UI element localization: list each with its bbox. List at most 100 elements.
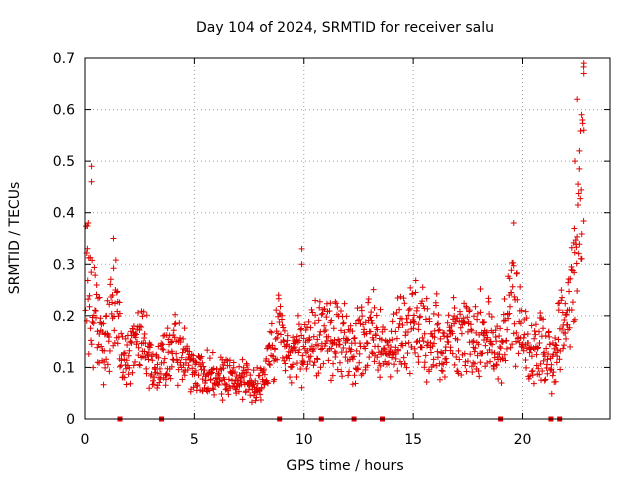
data-point: [402, 340, 409, 347]
data-point: [367, 314, 374, 321]
data-point: [486, 311, 493, 318]
data-point: [461, 319, 468, 326]
data-point: [313, 355, 320, 362]
data-point: [508, 267, 515, 274]
data-point: [279, 316, 286, 323]
data-point: [307, 324, 314, 331]
data-point: [365, 299, 372, 306]
data-point: [373, 312, 380, 319]
data-point: [271, 376, 278, 383]
data-point: [143, 312, 150, 319]
data-point: [149, 377, 156, 384]
data-point: [309, 309, 316, 316]
data-point: [434, 348, 441, 355]
data-point: [355, 366, 362, 373]
data-point: [280, 324, 287, 331]
data-point: [428, 330, 435, 337]
data-point: [454, 315, 461, 322]
data-point: [305, 337, 312, 344]
data-point: [397, 293, 404, 300]
data-point: [517, 320, 524, 327]
data-point: [467, 321, 474, 328]
data-point: [242, 388, 249, 395]
data-point: [548, 390, 555, 397]
data-point: [111, 339, 118, 346]
data-point: [370, 336, 377, 343]
data-point: [257, 397, 264, 404]
data-point: [110, 265, 117, 272]
data-point: [215, 370, 222, 377]
data-point: [144, 352, 151, 359]
data-point: [509, 341, 516, 348]
data-point: [321, 322, 328, 329]
data-point: [504, 326, 511, 333]
data-point: [579, 120, 586, 127]
data-point: [497, 325, 504, 332]
data-point: [386, 337, 393, 344]
data-point: [295, 349, 302, 356]
data-point: [422, 352, 429, 359]
data-point: [410, 312, 417, 319]
data-point: [487, 358, 494, 365]
data-point: [118, 330, 125, 337]
data-point: [106, 334, 113, 341]
data-point: [269, 342, 276, 349]
data-point: [474, 316, 481, 323]
data-point: [568, 306, 575, 313]
data-point: [461, 350, 468, 357]
data-point: [412, 277, 419, 284]
data-point: [562, 330, 569, 337]
data-point: [542, 332, 549, 339]
data-point: [89, 257, 96, 264]
data-point: [366, 354, 373, 361]
data-point: [566, 288, 573, 295]
data-point: [160, 359, 167, 366]
data-point: [294, 312, 301, 319]
data-point: [104, 330, 111, 337]
data-point: [163, 376, 170, 383]
data-point: [133, 331, 140, 338]
data-point: [492, 327, 499, 334]
data-point: [568, 244, 575, 251]
data-point: [173, 338, 180, 345]
data-point: [466, 307, 473, 314]
data-point: [576, 241, 583, 248]
data-point: [543, 345, 550, 352]
data-point: [541, 353, 548, 360]
data-point: [477, 309, 484, 316]
data-point: [145, 356, 152, 363]
data-point: [540, 325, 547, 332]
data-point: [395, 324, 402, 331]
data-point: [470, 337, 477, 344]
data-point: [326, 307, 333, 314]
data-point: [546, 341, 553, 348]
data-point: [206, 355, 213, 362]
data-point: [233, 373, 240, 380]
x-tick-label: 5: [190, 432, 199, 448]
data-point: [85, 296, 92, 303]
data-point: [181, 325, 188, 332]
data-point: [93, 291, 100, 298]
data-point: [378, 336, 385, 343]
data-point: [571, 225, 578, 232]
data-point: [562, 312, 569, 319]
data-point: [571, 316, 578, 323]
data-point: [415, 353, 422, 360]
data-point: [425, 366, 432, 373]
data-point: [563, 335, 570, 342]
data-point: [369, 320, 376, 327]
data-point: [90, 320, 97, 327]
data-point: [114, 340, 121, 347]
data-point: [578, 231, 585, 238]
data-point: [310, 333, 317, 340]
data-point: [125, 352, 132, 359]
data-point: [554, 347, 561, 354]
data-point: [170, 327, 177, 334]
data-point: [318, 311, 325, 318]
data-point: [336, 341, 343, 348]
data-point: [114, 288, 121, 295]
data-point: [440, 361, 447, 368]
data-point: [427, 349, 434, 356]
data-point: [338, 368, 345, 375]
data-point: [556, 356, 563, 363]
